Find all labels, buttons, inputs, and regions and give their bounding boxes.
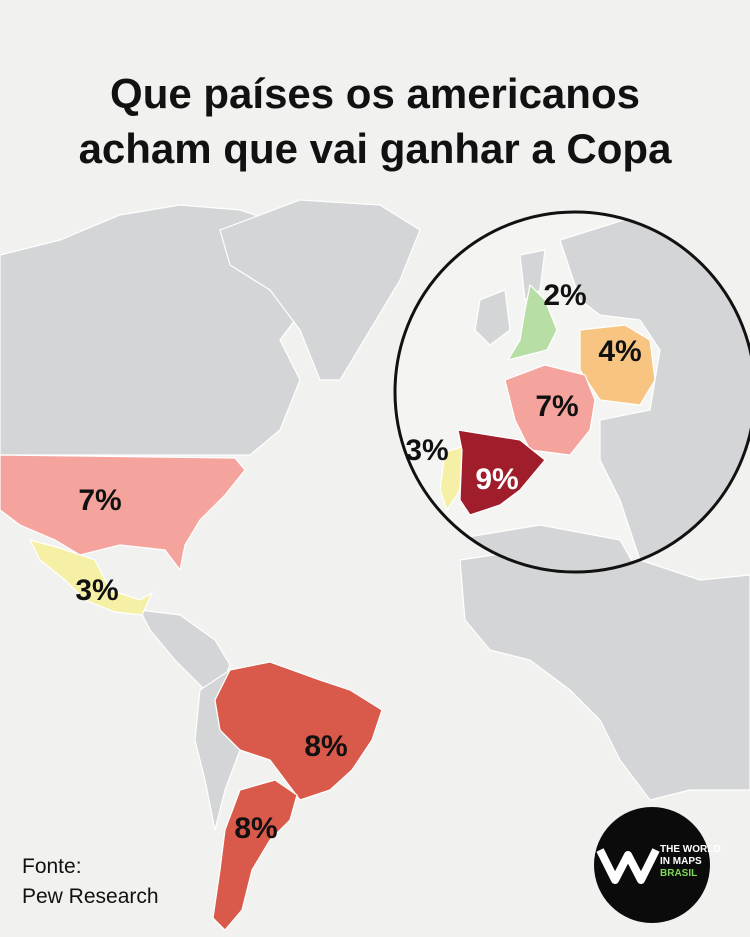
greenland: [219, 199, 421, 381]
region: [214, 661, 383, 801]
ireland: [474, 289, 511, 346]
scotland: [519, 249, 546, 302]
region: [506, 283, 558, 361]
regions: [0, 283, 656, 931]
source-label: Fonte:: [22, 855, 82, 878]
region-label: 8%: [304, 730, 347, 763]
title-line: Que países os americanos: [110, 70, 640, 117]
logo-text: THE WORLD: [660, 844, 721, 855]
region-label: 7%: [78, 484, 121, 517]
region-label: 3%: [75, 574, 118, 607]
region-label: 9%: [475, 463, 518, 496]
region-label: 2%: [543, 279, 586, 312]
logo-text: BRASIL: [660, 868, 697, 879]
logo-mark: [596, 848, 660, 884]
region: [439, 446, 463, 512]
region: [0, 454, 246, 572]
region-label: 8%: [234, 812, 277, 845]
base-map: [0, 199, 750, 831]
region: [457, 429, 546, 516]
region: [212, 779, 298, 931]
africa: [459, 544, 750, 801]
region-label: 3%: [405, 434, 448, 467]
source-name: Pew Research: [22, 885, 159, 908]
region: [504, 364, 596, 456]
region: [28, 539, 154, 616]
logo-text: IN MAPS: [660, 856, 702, 867]
inset-ring: [393, 210, 750, 574]
region-label: 7%: [535, 390, 578, 423]
title-line: acham que vai ganhar a Copa: [79, 125, 673, 172]
region-label: 4%: [598, 335, 641, 368]
